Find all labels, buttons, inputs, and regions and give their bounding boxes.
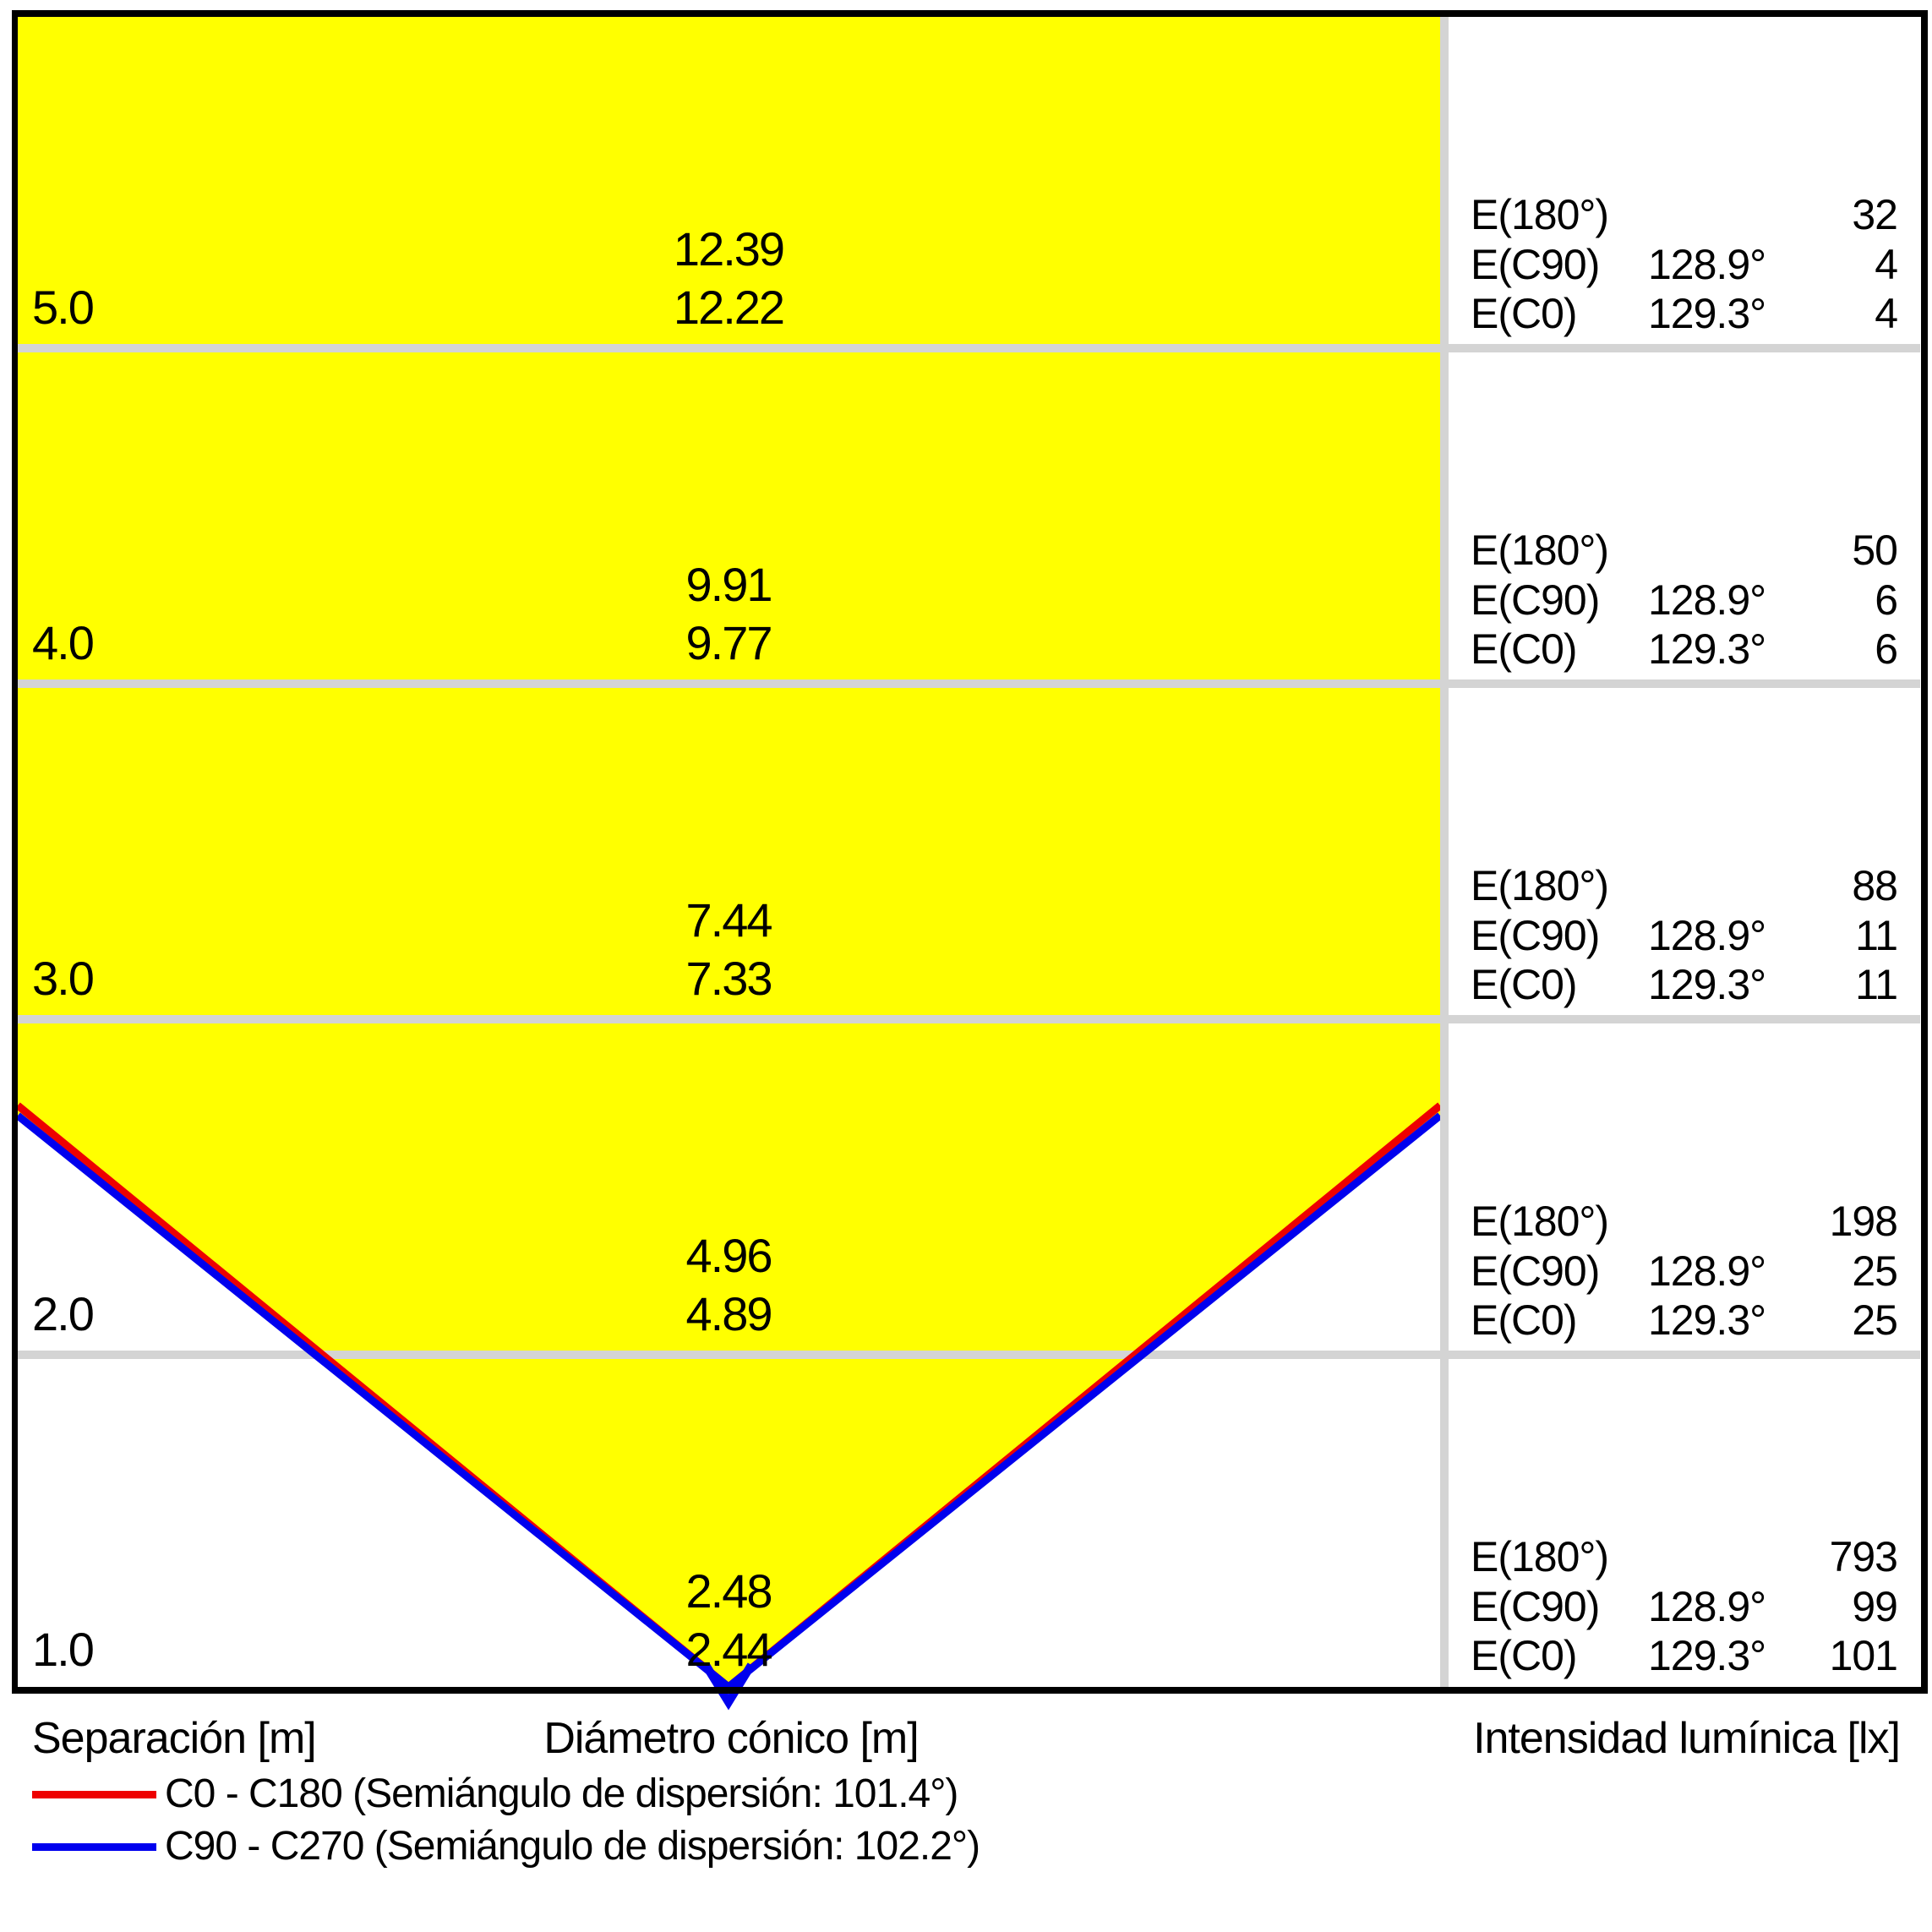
separation-label: 1.0 <box>32 1623 95 1676</box>
e180-label: E(180°) <box>1471 191 1609 238</box>
ec0-angle: 129.3° <box>1648 1632 1766 1679</box>
legend-swatch-c90-c270 <box>32 1843 156 1851</box>
ec90-angle: 128.9° <box>1648 912 1766 959</box>
ec90-value: 11 <box>1855 912 1898 959</box>
e180-label: E(180°) <box>1471 1533 1609 1580</box>
e180-label: E(180°) <box>1471 862 1609 909</box>
ec90-label: E(C90) <box>1471 576 1600 624</box>
e180-value: 32 <box>1852 191 1898 238</box>
diameter-c90-value: 12.39 <box>673 222 785 276</box>
ec90-angle: 128.9° <box>1648 576 1766 624</box>
ec90-value: 25 <box>1852 1247 1898 1295</box>
legend-label-c90-c270: C90 - C270 (Semiángulo de dispersión: 10… <box>165 1824 980 1869</box>
ec0-label: E(C0) <box>1471 1632 1578 1679</box>
diameter-c90-value: 9.91 <box>685 558 773 611</box>
row-divider <box>1449 679 1920 688</box>
table-border-top <box>12 10 1928 17</box>
axis-label-separation: Separación [m] <box>32 1714 317 1763</box>
ec90-value: 6 <box>1875 576 1898 624</box>
row-divider <box>18 344 1440 352</box>
ec90-angle: 128.9° <box>1648 1247 1766 1295</box>
e180-value: 793 <box>1829 1533 1898 1580</box>
ec90-label: E(C90) <box>1471 1583 1600 1630</box>
e180-value: 88 <box>1852 862 1898 909</box>
axis-label-intensity: Intensidad lumínica [lx] <box>1473 1714 1901 1763</box>
ec0-value: 25 <box>1852 1296 1898 1344</box>
legend-swatch-c0-c180 <box>32 1791 156 1798</box>
table-border-left <box>12 10 18 1694</box>
axis-label-diameter: Diámetro cónico [m] <box>543 1714 919 1763</box>
ec0-label: E(C0) <box>1471 625 1578 673</box>
row-divider <box>18 1351 1440 1359</box>
ec90-label: E(C90) <box>1471 241 1600 288</box>
diameter-c0-value: 12.22 <box>673 281 785 334</box>
e180-label: E(180°) <box>1471 527 1609 574</box>
column-divider <box>1440 17 1449 1687</box>
diameter-c0-value: 4.89 <box>685 1287 773 1340</box>
separation-label: 4.0 <box>32 616 95 669</box>
e180-value: 198 <box>1829 1198 1898 1245</box>
e180-value: 50 <box>1852 527 1898 574</box>
cone-apex-marker <box>701 1662 756 1711</box>
ec90-label: E(C90) <box>1471 912 1600 959</box>
diameter-c90-value: 2.48 <box>685 1564 773 1618</box>
cone-fill-area <box>18 17 1440 1687</box>
ec0-value: 101 <box>1829 1632 1898 1679</box>
row-divider <box>1449 1015 1920 1023</box>
ec0-value: 11 <box>1855 961 1898 1008</box>
ec0-angle: 129.3° <box>1648 290 1766 337</box>
table-border-bottom <box>12 1687 1928 1694</box>
diameter-c0-value: 2.44 <box>685 1623 773 1676</box>
e180-label: E(180°) <box>1471 1198 1609 1245</box>
separation-label: 2.0 <box>32 1287 95 1340</box>
diameter-c0-value: 7.33 <box>685 952 773 1005</box>
ec90-label: E(C90) <box>1471 1247 1600 1295</box>
diameter-c90-value: 7.44 <box>685 893 773 947</box>
ec90-angle: 128.9° <box>1648 241 1766 288</box>
separation-label: 5.0 <box>32 281 95 334</box>
ec90-value: 4 <box>1875 241 1898 288</box>
row-divider <box>18 1015 1440 1023</box>
diameter-c0-value: 9.77 <box>685 616 773 669</box>
separation-label: 3.0 <box>32 952 95 1005</box>
cone-plot <box>15 17 1443 1711</box>
ec0-value: 6 <box>1875 625 1898 673</box>
row-divider <box>18 679 1440 688</box>
ec0-angle: 129.3° <box>1648 625 1766 673</box>
ec0-angle: 129.3° <box>1648 961 1766 1008</box>
ec0-value: 4 <box>1875 290 1898 337</box>
ec0-label: E(C0) <box>1471 1296 1578 1344</box>
ec0-label: E(C0) <box>1471 290 1578 337</box>
ec0-label: E(C0) <box>1471 961 1578 1008</box>
ec90-angle: 128.9° <box>1648 1583 1766 1630</box>
diameter-c90-value: 4.96 <box>685 1229 773 1282</box>
ec90-value: 99 <box>1852 1583 1898 1630</box>
table-border-right <box>1921 10 1928 1694</box>
row-divider <box>1449 344 1920 352</box>
legend-label-c0-c180: C0 - C180 (Semiángulo de dispersión: 101… <box>165 1771 958 1816</box>
ec0-angle: 129.3° <box>1648 1296 1766 1344</box>
row-divider <box>1449 1351 1920 1359</box>
